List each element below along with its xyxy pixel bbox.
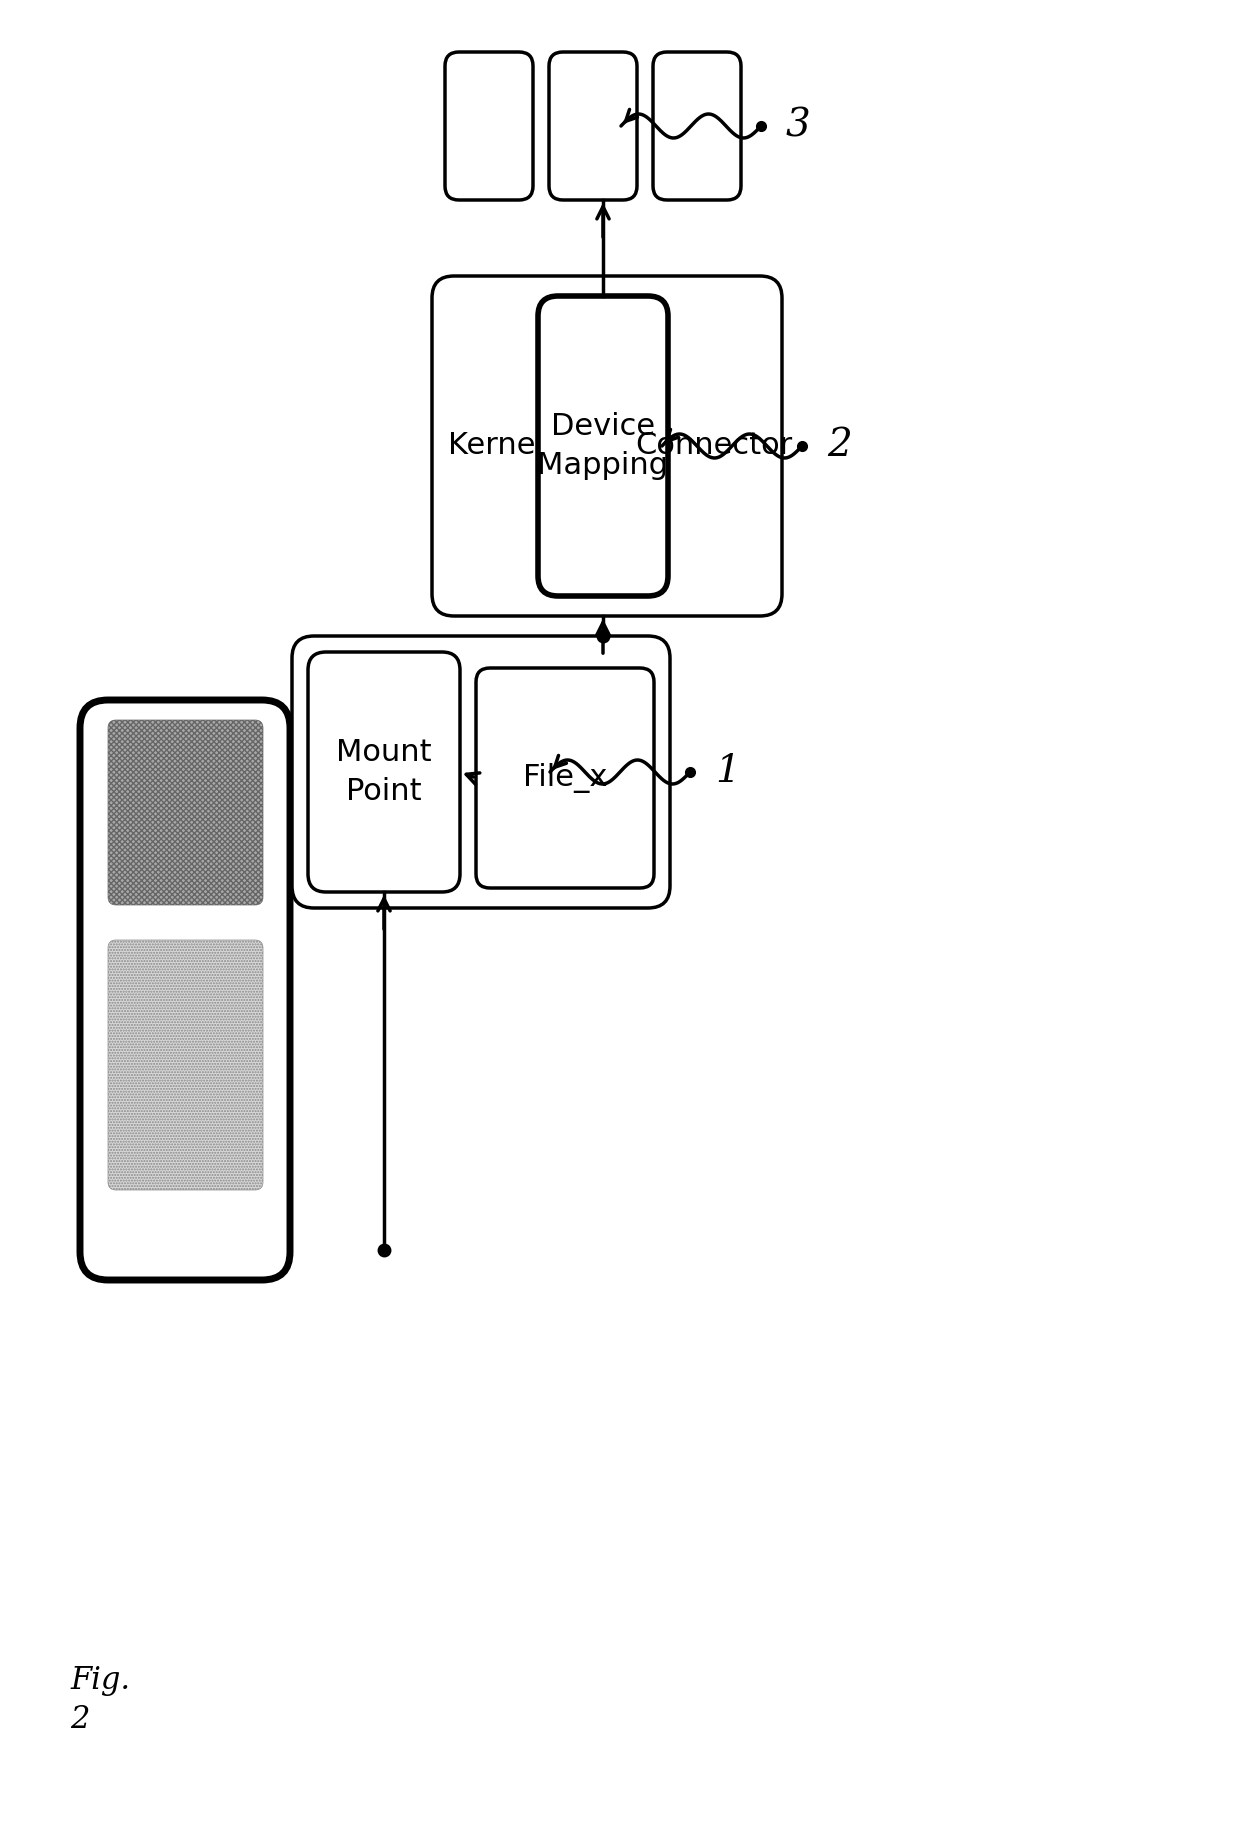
Text: Connector: Connector bbox=[635, 431, 792, 461]
FancyBboxPatch shape bbox=[81, 700, 290, 1280]
FancyBboxPatch shape bbox=[653, 51, 742, 199]
FancyBboxPatch shape bbox=[432, 276, 782, 616]
FancyBboxPatch shape bbox=[308, 653, 460, 892]
Text: Mount
Point: Mount Point bbox=[336, 739, 432, 806]
Text: 1: 1 bbox=[715, 753, 740, 790]
Text: 2: 2 bbox=[827, 428, 852, 464]
FancyBboxPatch shape bbox=[476, 667, 653, 888]
Text: File_x: File_x bbox=[523, 762, 608, 793]
FancyBboxPatch shape bbox=[108, 720, 263, 905]
Text: 3: 3 bbox=[786, 108, 811, 144]
Text: Fig.: Fig. bbox=[69, 1665, 130, 1696]
FancyBboxPatch shape bbox=[108, 940, 263, 1190]
FancyBboxPatch shape bbox=[291, 636, 670, 909]
FancyBboxPatch shape bbox=[538, 296, 668, 596]
Text: Kerne: Kerne bbox=[448, 431, 536, 461]
FancyBboxPatch shape bbox=[445, 51, 533, 199]
Text: 2: 2 bbox=[69, 1704, 89, 1735]
Text: Device
Mapping: Device Mapping bbox=[537, 413, 668, 479]
FancyBboxPatch shape bbox=[549, 51, 637, 199]
